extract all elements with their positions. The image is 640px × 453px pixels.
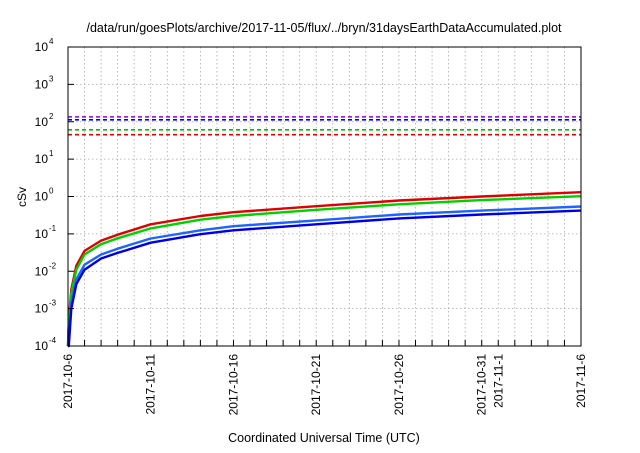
series-line-green (66, 195, 582, 347)
y-tick-label-exponent: 0 (49, 187, 54, 196)
series-line-blue (67, 209, 582, 348)
x-tick-label: 2017-10-16 (226, 354, 240, 416)
y-tick-label: 10 (35, 264, 49, 278)
y-tick-label-exponent: 1 (49, 149, 54, 158)
y-tick-label: 10 (35, 339, 49, 353)
y-tick-label: 10 (35, 190, 49, 204)
y-tick-label: 10 (35, 302, 49, 316)
x-tick-label: 2017-11-1 (491, 354, 505, 408)
x-tick-label: 2017-10-6 (61, 354, 75, 409)
series-line-light-blue (66, 205, 582, 347)
y-axis-label: cSv (15, 187, 29, 207)
threshold-lines (68, 116, 581, 136)
series-line-red (66, 191, 582, 347)
y-tick-label-exponent: -1 (49, 224, 57, 233)
y-tick-label-exponent: 4 (49, 37, 54, 46)
x-tick-label: 2017-10-31 (475, 354, 489, 416)
y-tick-label-exponent: -3 (49, 299, 57, 308)
grid (68, 47, 581, 346)
y-tick-label: 10 (35, 40, 49, 54)
y-tick-label-exponent: -2 (49, 261, 57, 270)
x-axis-label: Coordinated Universal Time (UTC) (228, 431, 420, 445)
series-lines (66, 191, 582, 348)
y-tick-label: 10 (35, 227, 49, 241)
y-tick-label: 10 (35, 152, 49, 166)
x-tick-label: 2017-10-26 (392, 354, 406, 416)
y-tick-label-exponent: -4 (49, 336, 57, 345)
x-tick-label: 2017-10-21 (309, 354, 323, 416)
y-tick-label: 10 (35, 77, 49, 91)
x-tick-label: 2017-10-11 (144, 354, 158, 415)
y-tick-label-exponent: 3 (49, 74, 54, 83)
y-tick-label-exponent: 2 (49, 112, 54, 121)
x-tick-label: 2017-11-6 (574, 354, 588, 408)
chart-title: /data/run/goesPlots/archive/2017-11-05/f… (86, 21, 562, 35)
y-tick-label: 10 (35, 115, 49, 129)
